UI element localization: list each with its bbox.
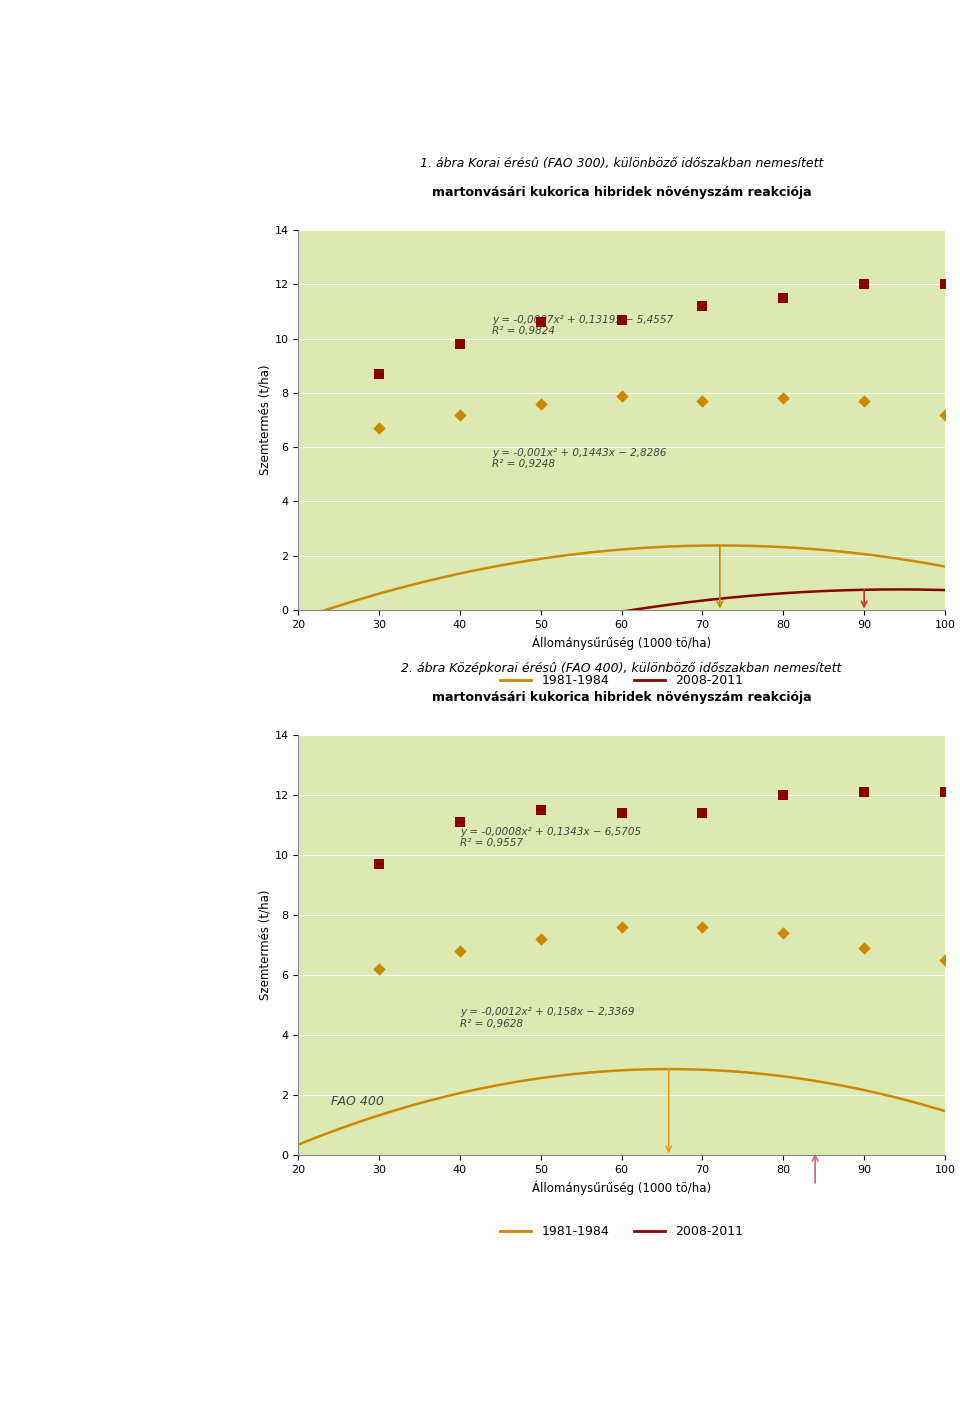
Point	[613, 915, 629, 938]
Legend: 1981-1984, 2008-2011: 1981-1984, 2008-2011	[495, 1220, 748, 1243]
Point	[613, 308, 629, 331]
Point	[452, 810, 468, 833]
Point	[776, 783, 791, 806]
Point	[776, 922, 791, 945]
Point	[533, 393, 548, 416]
Point	[695, 802, 710, 824]
Legend: 1981-1984, 2008-2011: 1981-1984, 2008-2011	[495, 670, 748, 692]
Text: martonvásári kukorica hibridek növényszám reakciója: martonvásári kukorica hibridek növényszá…	[432, 186, 811, 199]
Point	[372, 853, 387, 876]
Text: martonvásári kukorica hibridek növényszám reakciója: martonvásári kukorica hibridek növényszá…	[432, 691, 811, 704]
Point	[695, 295, 710, 318]
Point	[776, 387, 791, 410]
Point	[856, 390, 872, 413]
Y-axis label: Szemtermés (t/ha): Szemtermés (t/ha)	[258, 365, 272, 475]
X-axis label: Állománysűrűség (1000 tö/ha): Állománysűrűség (1000 tö/ha)	[532, 1181, 711, 1195]
Text: 2. ábra Középkorai érésû (FAO 400), különböző időszakban nemesített: 2. ábra Középkorai érésû (FAO 400), külö…	[401, 663, 842, 675]
Point	[937, 780, 952, 803]
Point	[937, 949, 952, 972]
Point	[533, 311, 548, 333]
Text: y = -0,0012x² + 0,158x − 2,3369
R² = 0,9628: y = -0,0012x² + 0,158x − 2,3369 R² = 0,9…	[460, 1007, 635, 1029]
Text: y = -0,0008x² + 0,1343x − 6,5705
R² = 0,9557: y = -0,0008x² + 0,1343x − 6,5705 R² = 0,…	[460, 827, 641, 849]
Point	[776, 287, 791, 309]
Point	[937, 403, 952, 426]
Text: y = -0,0007x² + 0,1319x − 5,4557
R² = 0,9824: y = -0,0007x² + 0,1319x − 5,4557 R² = 0,…	[492, 315, 673, 336]
Text: y = -0,001x² + 0,1443x − 2,8286
R² = 0,9248: y = -0,001x² + 0,1443x − 2,8286 R² = 0,9…	[492, 448, 667, 470]
Point	[856, 780, 872, 803]
Point	[937, 272, 952, 295]
Point	[695, 390, 710, 413]
Point	[613, 385, 629, 407]
Point	[856, 937, 872, 959]
Point	[695, 915, 710, 938]
Text: FAO 400: FAO 400	[330, 1094, 383, 1108]
Point	[613, 802, 629, 824]
Point	[372, 417, 387, 440]
Point	[452, 332, 468, 355]
Point	[856, 272, 872, 295]
Point	[533, 928, 548, 951]
Text: 1. ábra Korai érésû (FAO 300), különböző időszakban nemesített: 1. ábra Korai érésû (FAO 300), különböző…	[420, 158, 824, 170]
Point	[452, 939, 468, 962]
X-axis label: Állománysűrűség (1000 tö/ha): Állománysűrűség (1000 tö/ha)	[532, 636, 711, 650]
Point	[372, 362, 387, 385]
Y-axis label: Szemtermés (t/ha): Szemtermés (t/ha)	[258, 890, 272, 1000]
Point	[372, 958, 387, 981]
Point	[533, 799, 548, 822]
Point	[452, 403, 468, 426]
